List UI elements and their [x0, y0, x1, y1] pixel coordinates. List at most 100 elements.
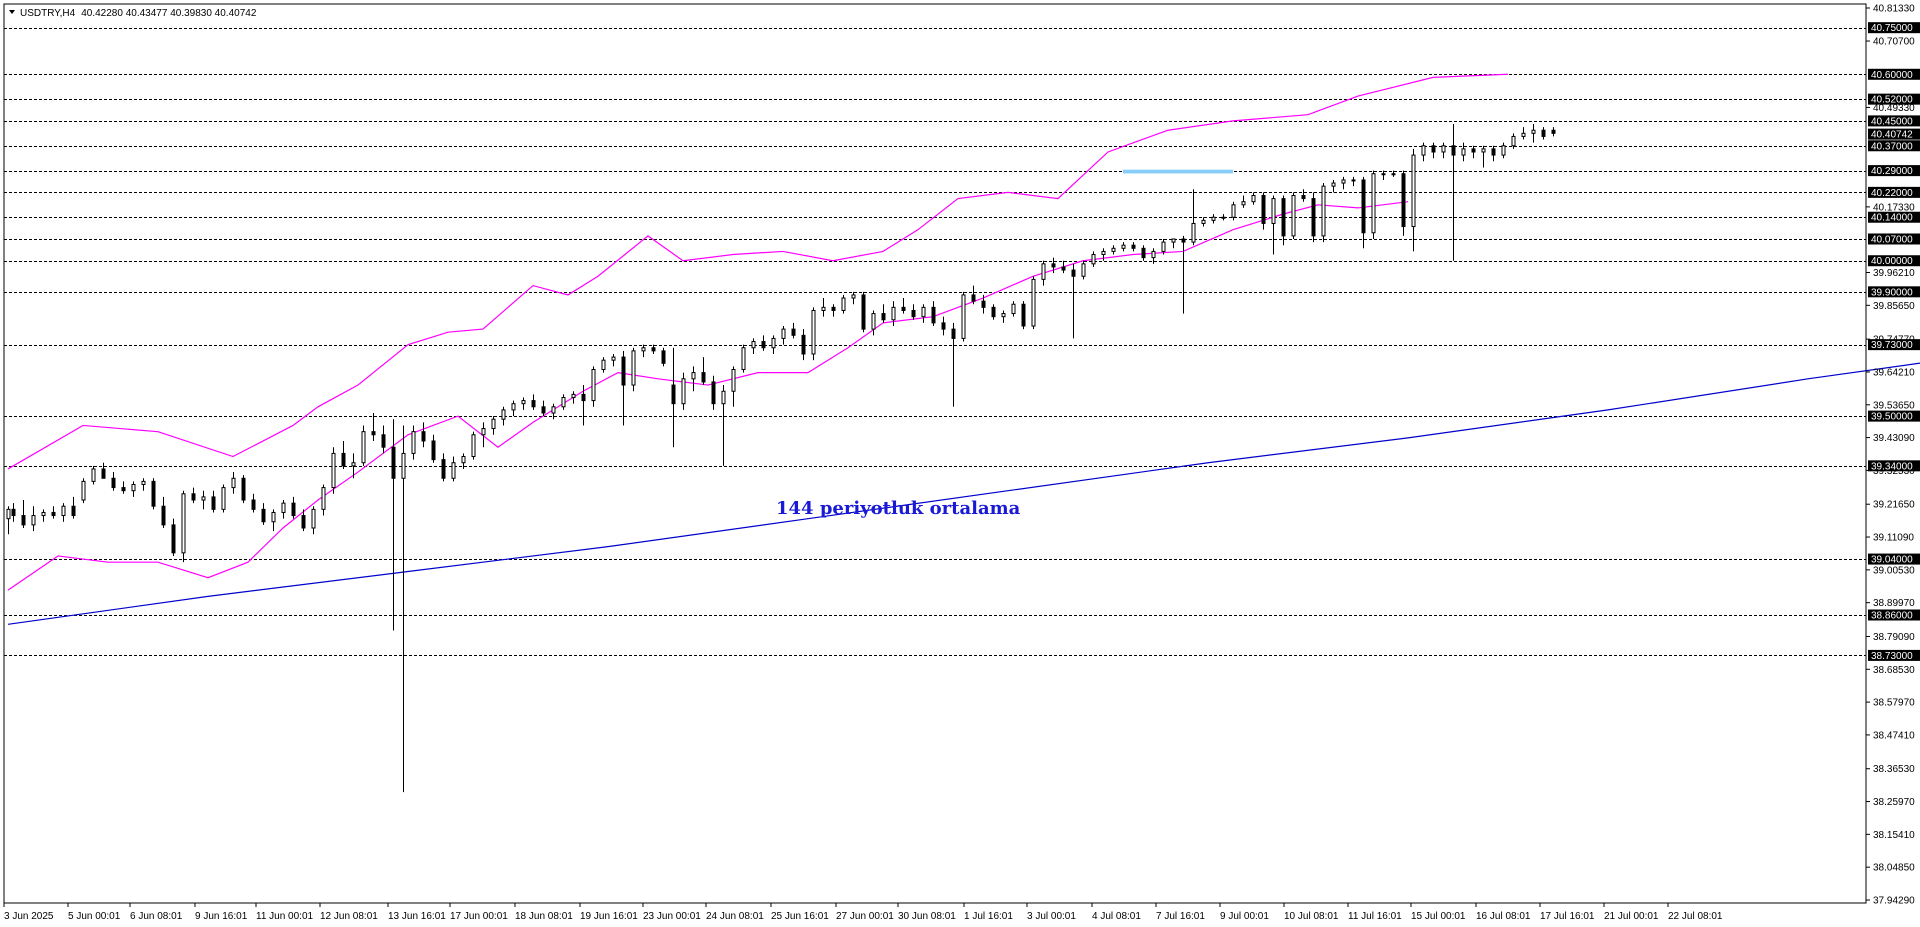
candle-body-down: [251, 499, 256, 510]
candle: [1381, 170, 1386, 180]
candle: [761, 335, 766, 351]
candle: [281, 500, 286, 519]
candle: [221, 484, 226, 513]
candle: [991, 304, 996, 320]
candle: [411, 425, 416, 460]
candle: [1201, 217, 1206, 227]
y-tick-label: 40.49330: [1873, 103, 1915, 114]
candle-body-down: [151, 480, 156, 507]
candle-body-up: [601, 359, 606, 371]
candle-body-up: [1241, 201, 1246, 206]
x-tick-label: 10 Jul 08:01: [1284, 911, 1339, 922]
header-dropdown-icon[interactable]: [9, 10, 15, 14]
candle-body-up: [221, 487, 226, 510]
candle-body-up: [811, 309, 816, 355]
x-tick-label: 16 Jul 08:01: [1476, 911, 1531, 922]
candle-body-up: [141, 480, 146, 485]
candle: [441, 453, 446, 482]
candle: [211, 490, 216, 513]
candle-body-down: [171, 524, 176, 554]
candle-body-down: [881, 313, 886, 321]
candle: [1441, 142, 1446, 159]
level-tag-label: 40.75000: [1871, 23, 1913, 34]
candles: [6, 124, 1556, 793]
candle-body-up: [1521, 132, 1526, 137]
candle: [1161, 238, 1166, 255]
candle-body-up: [1421, 145, 1426, 156]
candle: [421, 422, 426, 448]
candle-body-up: [561, 396, 566, 408]
candle-body-down: [1471, 148, 1476, 153]
candle: [1451, 124, 1456, 261]
candle: [381, 425, 386, 454]
candle-body-down: [1051, 263, 1056, 268]
candle-body-up: [1121, 244, 1126, 249]
candle: [681, 372, 686, 410]
candle: [321, 484, 326, 516]
candle: [641, 344, 646, 358]
candle: [651, 344, 656, 354]
candle: [831, 304, 836, 317]
level-tag-4: [1868, 128, 1920, 140]
candle: [511, 400, 516, 417]
x-tick-label: 21 Jul 00:01: [1604, 911, 1659, 922]
candle: [1311, 192, 1316, 243]
level-tag-8: [1868, 211, 1920, 223]
candle-body-up: [821, 306, 826, 311]
candle: [491, 416, 496, 435]
candle: [901, 298, 906, 314]
candle: [1131, 242, 1136, 252]
candle: [631, 347, 636, 392]
candle-body-up: [311, 508, 316, 529]
y-tick-label: 39.96210: [1873, 268, 1915, 279]
candle: [1301, 189, 1306, 202]
x-tick-label: 30 Jun 08:01: [898, 911, 956, 922]
candle: [961, 291, 966, 342]
candle-body-up: [521, 400, 526, 405]
y-tick-label: 38.79090: [1873, 632, 1915, 643]
candle-body-up: [741, 347, 746, 371]
candle-body-down: [1071, 269, 1076, 277]
level-tag-10: [1868, 255, 1920, 267]
candle-body-up: [81, 480, 86, 501]
candle: [361, 425, 366, 466]
candle-body-down: [991, 306, 996, 318]
moving-average: [7, 362, 1920, 625]
candle: [1411, 148, 1416, 252]
candle: [1481, 145, 1486, 168]
candle: [1151, 248, 1156, 264]
candle-body-up: [461, 456, 466, 464]
candle: [271, 509, 276, 532]
candle: [861, 291, 866, 333]
candle: [561, 394, 566, 410]
candle-body-up: [571, 393, 576, 398]
candle-body-down: [51, 511, 56, 517]
candle-body-up: [691, 372, 696, 380]
ohlc-readout: 40.42280 40.43477 40.39830 40.40742: [81, 8, 257, 19]
level-tag-label: 40.00000: [1871, 256, 1913, 267]
candle-body-up: [331, 452, 336, 489]
candle-body-up: [411, 431, 416, 454]
candle-body-up: [721, 390, 726, 405]
candle-body-down: [941, 322, 946, 330]
candle: [981, 294, 986, 314]
candle-body-down: [1131, 244, 1136, 249]
level-tag-label: 40.40742: [1871, 130, 1913, 141]
candle: [191, 487, 196, 504]
candle-body-down: [111, 477, 116, 489]
candle: [1111, 245, 1116, 255]
candle: [841, 294, 846, 314]
candle: [341, 440, 346, 469]
candle: [851, 291, 856, 305]
candle-body-up: [1111, 247, 1116, 252]
candle-body-down: [121, 487, 126, 492]
candle-body-down: [861, 294, 866, 330]
plot-border: [3, 3, 1867, 904]
candle-body-down: [161, 505, 166, 526]
candle-body-up: [551, 406, 556, 414]
x-tick-label: 6 Jun 08:01: [130, 911, 183, 922]
candle-body-up: [1531, 129, 1536, 134]
ma-annotation: 144 periyotluk ortalama: [776, 498, 1021, 519]
